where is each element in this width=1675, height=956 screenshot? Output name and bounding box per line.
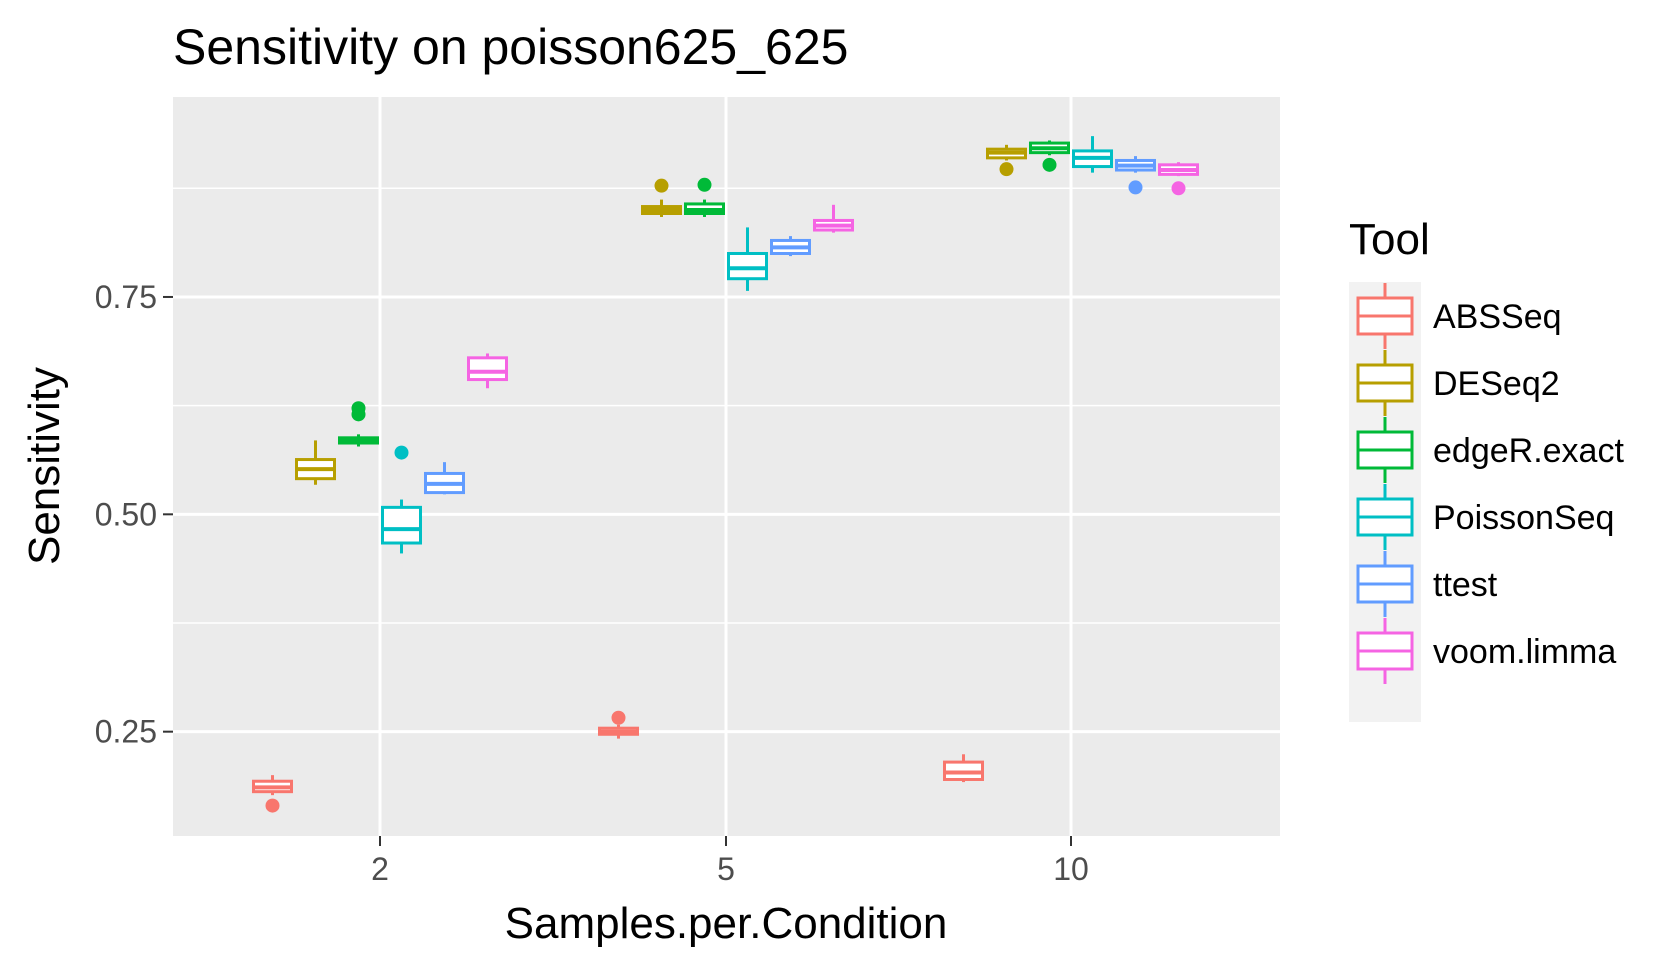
outlier-point xyxy=(1042,157,1057,172)
box-absseq-2 xyxy=(252,775,293,813)
box-voom-limma-10 xyxy=(1158,162,1199,196)
box-groups xyxy=(252,136,1199,813)
y-tick-label: 0.75 xyxy=(95,279,157,315)
box-edger-exact-2 xyxy=(338,401,379,447)
legend-label: edgeR.exact xyxy=(1433,432,1624,470)
outlier-point xyxy=(654,178,669,193)
outlier-point xyxy=(394,445,409,460)
box-ttest-10 xyxy=(1115,156,1156,195)
x-axis: 2 5 10 xyxy=(371,836,1089,887)
outlier-point xyxy=(697,177,712,192)
box-deseq2-5 xyxy=(641,178,682,217)
chart-title: Sensitivity on poisson625_625 xyxy=(173,19,848,75)
legend-item-ttest: ttest xyxy=(1356,551,1498,617)
box-ttest-5 xyxy=(770,236,811,257)
box-deseq2-10 xyxy=(986,144,1027,177)
x-tick-label: 10 xyxy=(1053,851,1089,887)
legend-items: ABSSeq DESeq2 edgeR.exact PoissonSeq ttest vo… xyxy=(1356,283,1624,684)
outlier-point xyxy=(351,401,366,416)
legend-item-voom-limma: voom.limma xyxy=(1356,618,1616,684)
box-body xyxy=(467,356,508,382)
legend-item-absseq: ABSSeq xyxy=(1356,283,1562,349)
outlier-point xyxy=(265,798,280,813)
outlier-point xyxy=(611,710,626,725)
y-tick-label: 0.50 xyxy=(95,496,157,532)
legend-item-poissonseq: PoissonSeq xyxy=(1356,484,1614,550)
box-body xyxy=(727,251,768,281)
box-ttest-2 xyxy=(424,462,465,495)
box-absseq-5 xyxy=(598,710,639,739)
outlier-point xyxy=(999,162,1014,177)
x-tick-label: 5 xyxy=(717,851,735,887)
legend-label: DESeq2 xyxy=(1433,365,1560,403)
box-edger-exact-10 xyxy=(1029,140,1070,172)
legend-title: Tool xyxy=(1349,215,1430,264)
box-deseq2-2 xyxy=(295,440,336,485)
y-axis-title: Sensitivity xyxy=(20,367,69,565)
x-tick-label: 2 xyxy=(371,851,389,887)
box-poissonseq-2 xyxy=(381,445,422,554)
box-poissonseq-5 xyxy=(727,227,768,291)
grid-major xyxy=(173,97,1280,836)
box-absseq-10 xyxy=(943,754,984,783)
box-voom-limma-2 xyxy=(467,353,508,389)
legend-item-deseq2: DESeq2 xyxy=(1356,350,1560,416)
x-axis-title: Samples.per.Condition xyxy=(505,899,948,948)
legend-label: voom.limma xyxy=(1433,633,1616,671)
box-edger-exact-5 xyxy=(684,177,725,217)
box-voom-limma-5 xyxy=(813,204,854,233)
y-axis: 0.25 0.50 0.75 xyxy=(95,279,173,750)
box-body xyxy=(381,505,422,545)
legend-label: PoissonSeq xyxy=(1433,499,1614,537)
y-tick-label: 0.25 xyxy=(95,714,157,750)
outlier-point xyxy=(1171,181,1186,196)
box-poissonseq-10 xyxy=(1072,136,1113,173)
legend-label: ttest xyxy=(1433,566,1498,604)
legend: Tool ABSSeq DESeq2 edgeR.exact PoissonSeq tt… xyxy=(1349,215,1624,722)
outlier-point xyxy=(1128,180,1143,195)
legend-item-edger-exact: edgeR.exact xyxy=(1356,417,1624,483)
legend-label: ABSSeq xyxy=(1433,298,1562,336)
